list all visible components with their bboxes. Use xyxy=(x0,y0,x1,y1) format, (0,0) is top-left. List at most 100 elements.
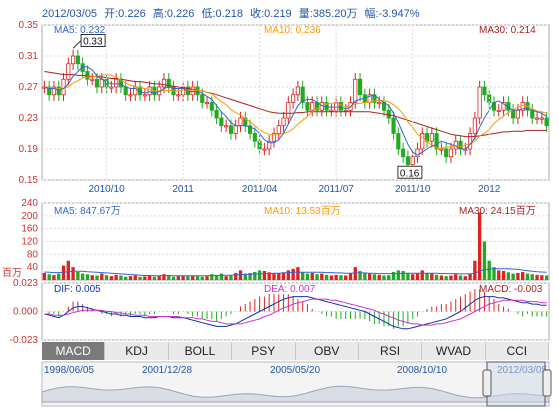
ma10-line xyxy=(44,74,547,149)
macd-legend: MACD: -0.003 xyxy=(479,284,543,295)
candle-body xyxy=(444,148,449,158)
tab-rsi[interactable]: RSI xyxy=(358,342,423,360)
volume-bar xyxy=(310,272,314,280)
volume-y-tick-label: 40 xyxy=(27,262,39,273)
price-x-tick-label: 2010/10 xyxy=(88,184,125,195)
candle-body xyxy=(377,102,382,105)
price-x-tick-label: 2011/04 xyxy=(242,184,278,195)
volume-y-tick-label: 240 xyxy=(21,198,38,209)
candle-body xyxy=(544,117,549,127)
volume-bar xyxy=(257,270,262,280)
volume-bar xyxy=(214,275,219,280)
candle-body xyxy=(267,140,272,150)
quote-high: 高:0.226 xyxy=(152,8,195,20)
candle-body xyxy=(396,133,401,150)
candle-body xyxy=(71,55,76,65)
volume-bar xyxy=(334,274,338,280)
volume-bar xyxy=(57,273,61,280)
volume-bar xyxy=(167,275,171,280)
volume-bar xyxy=(234,272,238,280)
volume-bar xyxy=(80,273,85,280)
volume-bar xyxy=(401,271,405,280)
dif-line xyxy=(44,296,547,330)
candle-body xyxy=(357,78,363,96)
volume-bar xyxy=(301,271,305,280)
candle-body xyxy=(214,109,219,119)
candle-body xyxy=(204,102,210,105)
tab-boll[interactable]: BOLL xyxy=(168,342,233,360)
navigator-right-handle[interactable] xyxy=(542,369,552,397)
navigator-left-handle[interactable] xyxy=(482,369,492,397)
volume-bar xyxy=(516,272,520,280)
volume-bar xyxy=(42,272,47,280)
volume-bar xyxy=(305,273,310,280)
candle-body xyxy=(511,109,516,119)
volume-bar xyxy=(85,274,90,280)
candle-body xyxy=(291,94,296,103)
candle-body xyxy=(190,86,195,96)
volume-bar xyxy=(458,275,463,280)
volume-bar xyxy=(104,275,109,280)
volume-bar xyxy=(372,274,377,280)
volume-bar xyxy=(277,272,281,280)
candle-body xyxy=(539,117,544,120)
tab-macd[interactable]: MACD xyxy=(42,342,106,360)
volume-bar xyxy=(420,270,424,280)
volume-bar xyxy=(281,272,286,280)
macd-y-tick-label: -0.023 xyxy=(10,335,39,346)
candle-body xyxy=(496,109,501,112)
candle-body xyxy=(142,94,147,97)
volume-bar xyxy=(434,274,439,280)
quote-close: 收:0.219 xyxy=(250,8,292,20)
volume-bar xyxy=(477,212,482,280)
volume-bar xyxy=(95,275,99,280)
dea-line xyxy=(44,298,547,326)
volume-bar xyxy=(391,271,396,280)
tab-obv[interactable]: OBV xyxy=(295,342,359,360)
volume-y-tick-label: 200 xyxy=(21,211,38,222)
candle-body xyxy=(477,86,482,119)
quote-change: 幅:-3.947% xyxy=(364,8,420,20)
candle-body xyxy=(310,102,315,111)
volume-bar xyxy=(530,274,534,280)
tab-cci[interactable]: CCI xyxy=(485,342,549,360)
volume-bar xyxy=(286,270,290,280)
candle-body xyxy=(262,148,267,151)
volume-bar xyxy=(544,275,549,280)
candle-body xyxy=(501,102,506,111)
volume-bar xyxy=(382,275,386,280)
tab-psy[interactable]: PSY xyxy=(232,342,296,360)
candle-body xyxy=(305,102,310,111)
candle-body xyxy=(90,78,95,81)
macd-y-tick-label: 0.000 xyxy=(13,307,38,318)
candle-body xyxy=(448,148,454,158)
price-y-tick-label: 0.31 xyxy=(19,51,39,62)
price-x-tick-label: 2011 xyxy=(172,184,194,195)
candle-body xyxy=(233,125,238,134)
candle-body xyxy=(47,86,52,96)
volume-bar xyxy=(128,276,133,280)
tab-kdj[interactable]: KDJ xyxy=(105,342,169,360)
navigator-date-label: 2001/12/28 xyxy=(142,365,192,376)
volume-bar xyxy=(430,273,434,280)
candle-body xyxy=(252,133,257,142)
volume-bar xyxy=(190,275,195,280)
tab-wvad[interactable]: WVAD xyxy=(422,342,486,360)
price-x-tick-label: 2012 xyxy=(478,184,501,195)
volume-bar xyxy=(296,267,300,280)
volume-bar xyxy=(506,272,511,280)
candle-body xyxy=(472,117,477,134)
candle-body xyxy=(405,156,410,165)
candle-body xyxy=(286,102,291,119)
volume-bar xyxy=(52,275,56,280)
volume-bar xyxy=(186,276,190,280)
volume-bar xyxy=(195,276,200,280)
volume-bar xyxy=(540,275,544,280)
volume-bar xyxy=(492,267,496,280)
volume-y-tick-label: 120 xyxy=(21,237,38,248)
volume-bar xyxy=(143,276,147,280)
ma30-legend: MA30: 0.214 xyxy=(479,25,536,36)
volume-bar xyxy=(315,274,319,280)
volume-unit-label: 百万 xyxy=(2,267,22,279)
